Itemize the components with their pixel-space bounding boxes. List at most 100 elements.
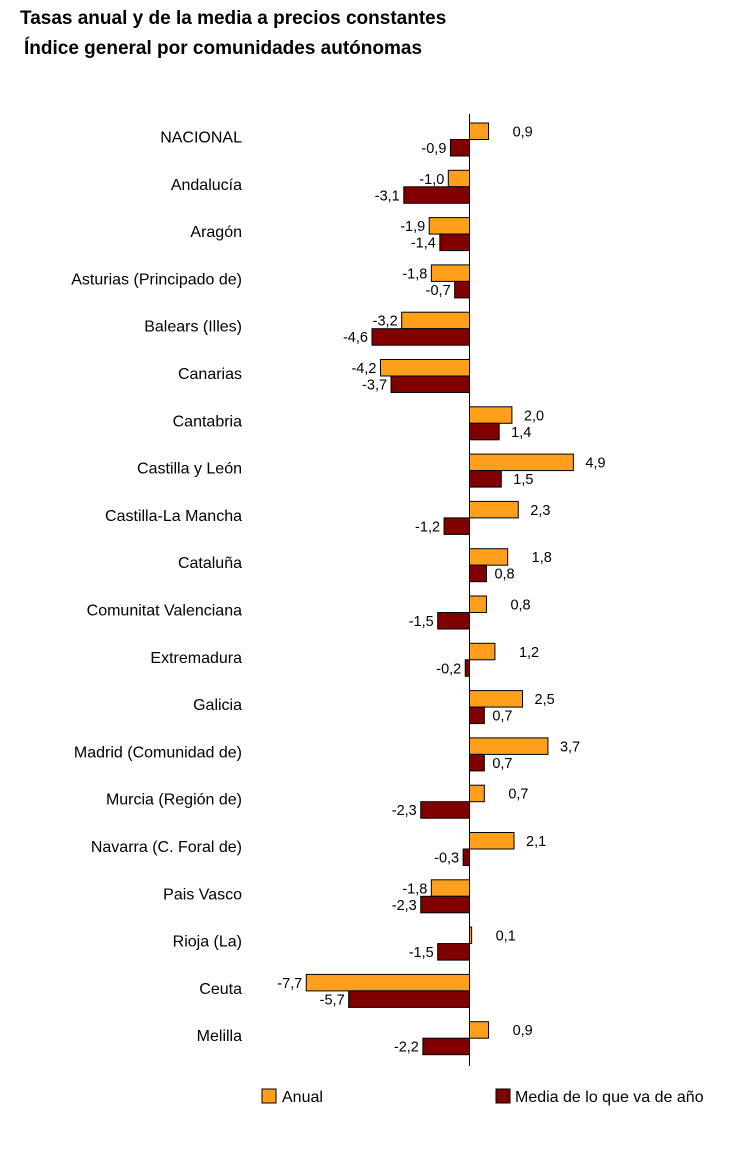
data-label: 0,8: [494, 567, 514, 583]
data-label: 0,9: [513, 1023, 533, 1039]
data-label: 2,0: [524, 408, 544, 424]
category-label: Extremadura: [150, 650, 242, 667]
bar-anual: [469, 122, 490, 140]
category-label: Navarra (C. Foral de): [91, 839, 242, 856]
category-label: Asturias (Principado de): [71, 271, 242, 288]
category-label: Madrid (Comunidad de): [74, 744, 242, 761]
data-label: -1,2: [415, 519, 440, 535]
data-label: -0,3: [434, 851, 459, 867]
legend-swatch-media: [495, 1088, 511, 1104]
category-label: Aragón: [190, 224, 242, 241]
data-label: -1,0: [419, 172, 444, 188]
data-label: 0,8: [510, 598, 530, 614]
data-label: 0,7: [508, 787, 528, 803]
bar-media: [462, 848, 471, 866]
legend-label-media: Media de lo que va de año: [515, 1089, 704, 1106]
category-label: Castilla y León: [137, 461, 242, 478]
bar-media: [390, 375, 470, 393]
bar-media: [454, 280, 471, 299]
data-label: 0,9: [513, 125, 533, 141]
category-label: Galicia: [193, 697, 242, 714]
bar-media: [422, 1037, 470, 1056]
bar-anual: [469, 832, 515, 850]
data-label: 0,7: [492, 756, 512, 772]
data-label: -3,7: [362, 378, 387, 394]
data-label: -0,9: [421, 141, 446, 157]
category-label: Cantabria: [173, 413, 242, 430]
category-label: Pais Vasco: [163, 886, 242, 903]
data-label: -1,8: [402, 881, 427, 897]
bar-anual: [430, 879, 470, 897]
bar-media: [469, 564, 487, 583]
data-label: -3,2: [373, 314, 398, 330]
data-label: -7,7: [277, 976, 302, 992]
data-label: 1,5: [513, 472, 533, 488]
category-label: Comunitat Valenciana: [87, 603, 242, 620]
legend: Anual Media de lo que va de año: [261, 1088, 704, 1106]
bar-anual: [469, 642, 496, 661]
bar-media: [469, 422, 500, 441]
data-label: -0,2: [436, 661, 461, 677]
bar-media: [449, 139, 471, 157]
bar-anual: [469, 406, 513, 424]
data-label: 1,8: [532, 550, 552, 566]
bar-media: [420, 895, 470, 914]
bar-media: [420, 801, 470, 819]
data-label: -1,8: [402, 266, 427, 282]
bar-media: [371, 328, 471, 346]
bar-media: [469, 706, 485, 725]
bar-anual: [428, 217, 470, 235]
category-label: Cataluña: [178, 555, 242, 572]
bar-media: [443, 517, 470, 535]
bar-anual: [305, 973, 471, 992]
data-label: -5,7: [320, 992, 345, 1008]
category-label: Murcia (Región de): [106, 792, 242, 809]
data-label: 2,3: [530, 503, 550, 519]
category-label: Canarias: [178, 366, 242, 383]
bar-anual: [469, 1021, 490, 1039]
data-label: 0,1: [496, 929, 516, 945]
data-label: 1,2: [519, 645, 539, 661]
category-label: Ceuta: [199, 981, 242, 998]
bar-anual: [469, 926, 473, 945]
data-label: -1,9: [400, 219, 425, 235]
category-label: Castilla-La Mancha: [105, 508, 242, 525]
bar-anual: [447, 169, 470, 188]
data-label: 0,7: [492, 709, 512, 725]
bar-anual: [379, 359, 470, 377]
legend-swatch-anual: [261, 1088, 277, 1104]
chart-title: Tasas anual y de la media a precios cons…: [20, 8, 447, 29]
bar-media: [437, 612, 471, 630]
category-label: Melilla: [197, 1028, 242, 1045]
chart-subtitle: Índice general por comunidades autónomas: [24, 38, 423, 59]
bar-media: [403, 186, 470, 204]
data-label: 3,7: [560, 739, 580, 755]
bar-media: [464, 659, 471, 677]
bar-anual: [469, 548, 509, 566]
category-label: Balears (Illes): [144, 319, 242, 336]
bar-media: [348, 990, 470, 1008]
category-label: NACIONAL: [160, 130, 242, 147]
category-label: Andalucía: [171, 177, 242, 194]
bar-anual: [469, 595, 487, 613]
data-label: -0,7: [426, 283, 451, 299]
data-label: 2,5: [535, 692, 555, 708]
legend-label-anual: Anual: [282, 1089, 323, 1106]
data-label: -4,6: [343, 330, 368, 346]
data-label: 1,4: [511, 425, 531, 441]
data-label: -2,2: [394, 1040, 419, 1056]
data-label: 2,1: [526, 834, 546, 850]
data-label: -2,3: [392, 898, 417, 914]
category-label: Rioja (La): [173, 934, 242, 951]
bar-anual: [469, 690, 523, 708]
data-label: -1,5: [409, 945, 434, 961]
bar-anual: [469, 737, 549, 755]
bar-anual: [469, 784, 485, 803]
data-label: -1,4: [411, 236, 436, 252]
bar-media: [439, 233, 471, 252]
bar-anual: [401, 311, 470, 330]
data-label: -4,2: [351, 361, 376, 377]
bars-group: [305, 114, 574, 1066]
bar-media: [469, 753, 485, 772]
